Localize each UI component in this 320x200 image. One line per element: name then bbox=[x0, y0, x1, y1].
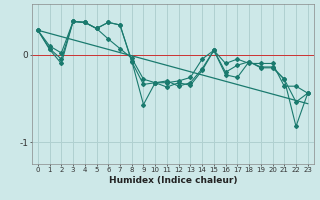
X-axis label: Humidex (Indice chaleur): Humidex (Indice chaleur) bbox=[108, 176, 237, 185]
